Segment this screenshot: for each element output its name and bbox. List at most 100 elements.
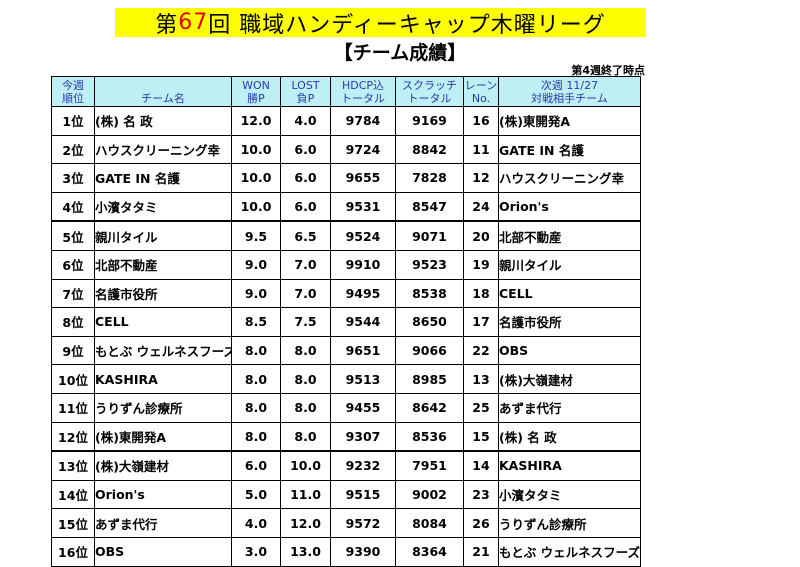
hdcp-total-cell: 9524 bbox=[330, 220, 396, 251]
team-name-cell: (株)大嶺建材 bbox=[94, 450, 232, 481]
won-points-cell: 9.0 bbox=[231, 249, 281, 280]
rank-cell: 6位 bbox=[51, 249, 95, 280]
hdcp-total-cell: 9910 bbox=[330, 249, 396, 280]
table-row: 4位 小濱タタミ 10.0 6.0 9531 8547 24 Orion's bbox=[51, 191, 641, 223]
won-points-cell: 4.0 bbox=[231, 508, 281, 538]
header-team: チーム名 bbox=[94, 76, 232, 107]
lost-points-cell: 8.0 bbox=[280, 335, 331, 366]
won-points-cell: 8.5 bbox=[231, 307, 281, 337]
lane-number-cell: 15 bbox=[463, 421, 499, 453]
lost-points-cell: 6.0 bbox=[280, 134, 331, 165]
lost-points-cell: 7.5 bbox=[280, 307, 331, 337]
rank-cell: 10位 bbox=[51, 364, 95, 394]
lane-number-cell: 13 bbox=[463, 364, 499, 394]
rank-cell: 7位 bbox=[51, 278, 95, 309]
won-points-cell: 8.0 bbox=[231, 421, 281, 453]
table-row: 13位 (株)大嶺建材 6.0 10.0 9232 7951 14 KASHIRA bbox=[51, 450, 641, 481]
page-title: 第 67 回 職域ハンディーキャップ木曜リーグ bbox=[115, 8, 646, 38]
table-row: 9位 もとぶ ウェルネスフーズ 8.0 8.0 9651 9066 22 OBS bbox=[51, 335, 641, 366]
lane-number-cell: 21 bbox=[463, 536, 499, 567]
scratch-total-cell: 8364 bbox=[395, 536, 464, 567]
scratch-total-cell: 7951 bbox=[395, 450, 464, 481]
lane-number-cell: 18 bbox=[463, 278, 499, 309]
won-points-cell: 8.0 bbox=[231, 335, 281, 366]
scratch-total-cell: 9066 bbox=[395, 335, 464, 366]
rank-cell: 11位 bbox=[51, 392, 95, 423]
team-name-cell: CELL bbox=[94, 307, 232, 337]
lane-number-cell: 16 bbox=[463, 106, 499, 136]
lane-number-cell: 11 bbox=[463, 134, 499, 165]
scratch-total-cell: 8536 bbox=[395, 421, 464, 453]
opponent-team-cell: (株)大嶺建材 bbox=[498, 364, 641, 394]
team-name-cell: Orion's bbox=[94, 479, 232, 510]
hdcp-total-cell: 9232 bbox=[330, 450, 396, 481]
won-points-cell: 5.0 bbox=[231, 479, 281, 510]
won-points-cell: 10.0 bbox=[231, 163, 281, 193]
hdcp-total-cell: 9495 bbox=[330, 278, 396, 309]
header-lane: レーン No. bbox=[463, 76, 499, 107]
won-points-cell: 9.0 bbox=[231, 278, 281, 309]
table-row: 11位 うりずん診療所 8.0 8.0 9455 8642 25 あずま代行 bbox=[51, 392, 641, 423]
table-row: 10位 KASHIRA 8.0 8.0 9513 8985 13 (株)大嶺建材 bbox=[51, 364, 641, 394]
table-row: 15位 あずま代行 4.0 12.0 9572 8084 26 うりずん診療所 bbox=[51, 508, 641, 538]
table-row: 3位 GATE IN 名護 10.0 6.0 9655 7828 12 ハウスクリーニング幸 bbox=[51, 163, 641, 193]
table-row: 14位 Orion's 5.0 11.0 9515 9002 23 小濱タタミ bbox=[51, 479, 641, 510]
team-name-cell: 名護市役所 bbox=[94, 278, 232, 309]
lost-points-cell: 4.0 bbox=[280, 106, 331, 136]
opponent-team-cell: (株)東開発A bbox=[498, 106, 641, 136]
lane-number-cell: 17 bbox=[463, 307, 499, 337]
scratch-total-cell: 8842 bbox=[395, 134, 464, 165]
title-number: 67 bbox=[178, 10, 209, 35]
opponent-team-cell: 小濱タタミ bbox=[498, 479, 641, 510]
header-opponent: 次週 11/27 対戦相手チーム bbox=[498, 76, 641, 107]
title-suffix: 回 職域ハンディーキャップ木曜リーグ bbox=[208, 12, 606, 38]
scratch-total-cell: 9169 bbox=[395, 106, 464, 136]
won-points-cell: 6.0 bbox=[231, 450, 281, 481]
table-row: 1位 (株) 名 政 12.0 4.0 9784 9169 16 (株)東開発A bbox=[51, 106, 641, 136]
lane-number-cell: 19 bbox=[463, 249, 499, 280]
opponent-team-cell: CELL bbox=[498, 278, 641, 309]
won-points-cell: 12.0 bbox=[231, 106, 281, 136]
rank-cell: 8位 bbox=[51, 307, 95, 337]
lost-points-cell: 13.0 bbox=[280, 536, 331, 567]
rank-cell: 1位 bbox=[51, 106, 95, 136]
title-prefix: 第 bbox=[155, 12, 179, 38]
scratch-total-cell: 8642 bbox=[395, 392, 464, 423]
lost-points-cell: 8.0 bbox=[280, 421, 331, 453]
hdcp-total-cell: 9724 bbox=[330, 134, 396, 165]
team-name-cell: うりずん診療所 bbox=[94, 392, 232, 423]
opponent-team-cell: 親川タイル bbox=[498, 249, 641, 280]
lost-points-cell: 7.0 bbox=[280, 249, 331, 280]
subtitle: 【チーム成績】 bbox=[333, 42, 467, 64]
standings-table: 今週 順位 チーム名 WON 勝P LOST 負P HDCP込 トータル スクラッチ トー… bbox=[51, 76, 641, 567]
lane-number-cell: 20 bbox=[463, 220, 499, 251]
opponent-team-cell: GATE IN 名護 bbox=[498, 134, 641, 165]
table-row: 7位 名護市役所 9.0 7.0 9495 8538 18 CELL bbox=[51, 278, 641, 309]
opponent-team-cell: OBS bbox=[498, 335, 641, 366]
opponent-team-cell: (株) 名 政 bbox=[498, 421, 641, 453]
won-points-cell: 10.0 bbox=[231, 134, 281, 165]
table-row: 5位 親川タイル 9.5 6.5 9524 9071 20 北部不動産 bbox=[51, 220, 641, 251]
won-points-cell: 8.0 bbox=[231, 364, 281, 394]
rank-cell: 3位 bbox=[51, 163, 95, 193]
hdcp-total-cell: 9531 bbox=[330, 191, 396, 223]
hdcp-total-cell: 9784 bbox=[330, 106, 396, 136]
scratch-total-cell: 9071 bbox=[395, 220, 464, 251]
table-row: 16位 OBS 3.0 13.0 9390 8364 21 もとぶ ウェルネスフーズ bbox=[51, 536, 641, 567]
lost-points-cell: 10.0 bbox=[280, 450, 331, 481]
team-name-cell: (株) 名 政 bbox=[94, 106, 232, 136]
lost-points-cell: 7.0 bbox=[280, 278, 331, 309]
won-points-cell: 9.5 bbox=[231, 220, 281, 251]
team-name-cell: 北部不動産 bbox=[94, 249, 232, 280]
rank-cell: 2位 bbox=[51, 134, 95, 165]
lane-number-cell: 25 bbox=[463, 392, 499, 423]
lost-points-cell: 6.0 bbox=[280, 191, 331, 223]
scratch-total-cell: 7828 bbox=[395, 163, 464, 193]
header-hdcp: HDCP込 トータル bbox=[330, 76, 396, 107]
opponent-team-cell: KASHIRA bbox=[498, 450, 641, 481]
hdcp-total-cell: 9307 bbox=[330, 421, 396, 453]
team-name-cell: OBS bbox=[94, 536, 232, 567]
opponent-team-cell: ハウスクリーニング幸 bbox=[498, 163, 641, 193]
header-won: WON 勝P bbox=[231, 76, 281, 107]
hdcp-total-cell: 9390 bbox=[330, 536, 396, 567]
